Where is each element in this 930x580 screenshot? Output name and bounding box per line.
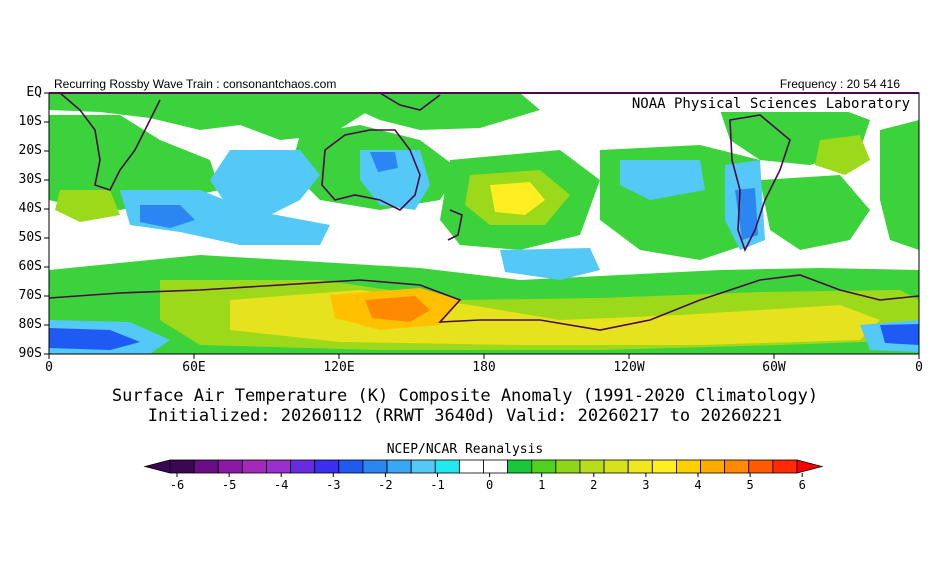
lon-label: 120E (323, 360, 355, 375)
colorbar-swatch (338, 459, 364, 474)
colorbar-swatch (193, 459, 219, 474)
colorbar (143, 459, 824, 477)
colorbar-swatch (314, 459, 340, 474)
colorbar-swatch (483, 459, 509, 474)
colorbar-tick-label: -6 (169, 478, 185, 492)
colorbar-swatch (362, 459, 388, 474)
lat-label: 10S (18, 114, 42, 129)
colorbar-swatch (724, 459, 750, 474)
colorbar-tick-label: 1 (538, 478, 546, 492)
lon-label: 0 (45, 360, 53, 375)
lat-label: EQ (26, 85, 42, 100)
colorbar-tick-label: 6 (798, 478, 806, 492)
header-right: Frequency : 20 54 416 (779, 77, 900, 91)
title-line-2: Initialized: 20260112 (RRWT 3640d) Valid… (147, 406, 783, 426)
lat-label: 90S (18, 346, 42, 361)
colorbar-swatch (266, 459, 291, 474)
lon-label: 180 (472, 360, 496, 375)
anomaly-map (49, 93, 919, 354)
colorbar-swatch (603, 459, 629, 474)
colorbar-title: NCEP/NCAR Reanalysis (386, 442, 544, 457)
title-line-1: Surface Air Temperature (K) Composite An… (111, 386, 819, 406)
colorbar-swatch (169, 459, 195, 474)
colorbar-tick-label: 3 (642, 478, 650, 492)
lat-label: 80S (18, 317, 42, 332)
colorbar-max-arrow (796, 459, 824, 474)
colorbar-swatch (217, 459, 243, 474)
colorbar-tick-label: -1 (430, 478, 445, 492)
lat-label: 30S (18, 172, 42, 187)
lat-label: 50S (18, 230, 42, 245)
colorbar-swatch (507, 459, 533, 474)
colorbar-swatch (241, 459, 267, 474)
lab-name: NOAA Physical Sciences Laboratory (629, 96, 912, 112)
colorbar-swatch (651, 459, 677, 474)
colorbar-swatch (627, 459, 653, 474)
colorbar-tick-label: 2 (590, 478, 598, 492)
colorbar-tick-label: -4 (273, 478, 289, 492)
colorbar-swatch (700, 459, 726, 474)
header-left: Recurring Rossby Wave Train : consonantc… (54, 77, 337, 91)
lon-label: 0 (915, 360, 923, 375)
lon-label: 120W (613, 360, 645, 375)
colorbar-tick-label: -5 (221, 478, 237, 492)
lat-label: 70S (18, 288, 42, 303)
colorbar-tick-label: -2 (378, 478, 393, 492)
colorbar-swatch (386, 459, 412, 474)
colorbar-swatch (676, 459, 701, 474)
colorbar-tick-label: 4 (694, 478, 702, 492)
colorbar-swatch (290, 459, 316, 474)
colorbar-min-arrow (143, 459, 171, 474)
lat-label: 20S (18, 143, 42, 158)
lon-label: 60W (762, 360, 786, 375)
colorbar-tick-label: 5 (746, 478, 754, 492)
colorbar-swatch (555, 459, 581, 474)
colorbar-swatch (579, 459, 605, 474)
colorbar-swatch (748, 459, 774, 474)
colorbar-tick-label: -3 (326, 478, 341, 492)
lat-label: 40S (18, 201, 42, 216)
colorbar-swatch (410, 459, 436, 474)
colorbar-swatch (772, 459, 798, 474)
colorbar-swatch (458, 459, 484, 474)
lon-label: 60E (182, 360, 206, 375)
colorbar-tick-label: 0 (485, 478, 494, 492)
lat-label: 60S (18, 259, 42, 274)
colorbar-swatch (531, 459, 557, 474)
colorbar-swatch (434, 459, 460, 474)
